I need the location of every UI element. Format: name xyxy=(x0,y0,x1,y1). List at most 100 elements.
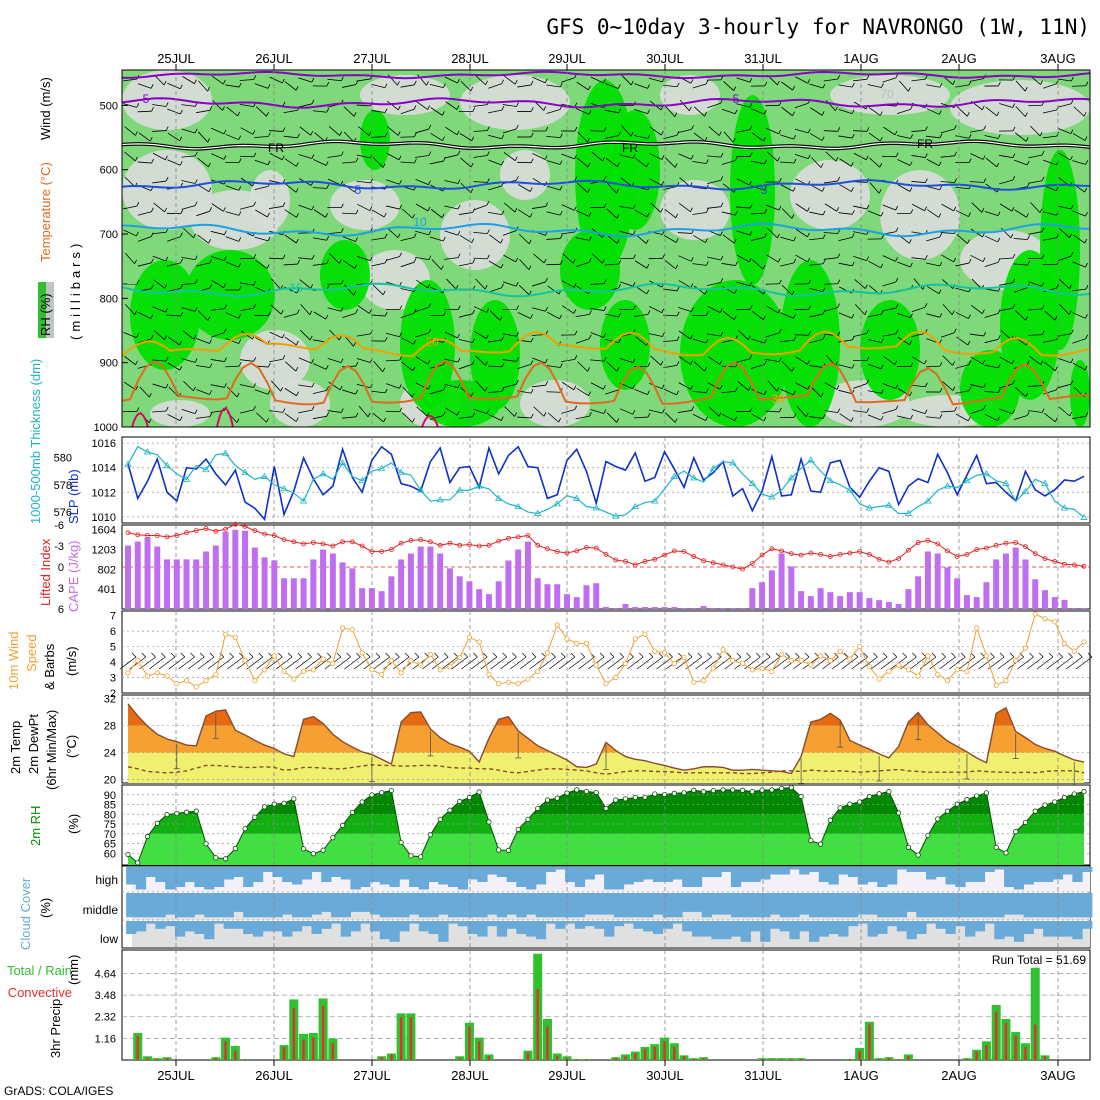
wind-barb-flag xyxy=(544,78,548,84)
dry-region xyxy=(122,150,212,230)
wind-barb xyxy=(736,129,751,133)
wind-barb-flag xyxy=(382,290,386,296)
wind-barb xyxy=(940,332,955,338)
rh-tick-label: 85 xyxy=(104,800,116,812)
wind-barb xyxy=(809,83,824,89)
wind-barb-flag xyxy=(864,310,868,315)
cloud-bar xyxy=(272,867,283,877)
thickness-marker xyxy=(299,497,308,504)
wind-barb xyxy=(181,128,196,134)
wind-barb xyxy=(1013,287,1028,293)
wind-barb-flag xyxy=(382,163,386,168)
wind-barb-flag xyxy=(224,230,227,235)
cloud-bar xyxy=(857,921,869,924)
surface-wind-barb-flag xyxy=(307,652,312,658)
wind-barb xyxy=(809,287,824,293)
wind-barb-flag xyxy=(705,208,709,213)
wind-barb-flag xyxy=(295,366,299,372)
contour-label: 5 xyxy=(761,183,768,197)
wind-speed-marker xyxy=(896,662,902,668)
wind-barb-flag xyxy=(355,309,359,314)
li-tick-label: -6 xyxy=(54,520,64,532)
wind-barb-flag xyxy=(355,361,359,367)
wind-barb xyxy=(1042,339,1057,343)
cloud-bar xyxy=(184,867,195,882)
wind-speed-marker xyxy=(437,667,443,673)
wind-barb-flag xyxy=(924,359,927,365)
wind-barb-flag xyxy=(880,415,884,421)
wind-barb xyxy=(999,282,1013,286)
wind-barb-flag xyxy=(910,209,914,214)
wind-barb-flag xyxy=(851,82,855,88)
wind-barb xyxy=(576,210,590,217)
cloud-bar xyxy=(243,893,254,918)
wind-barb-flag xyxy=(661,181,665,186)
wind-barb-flag xyxy=(705,416,709,421)
wind-barb-flag xyxy=(924,153,928,158)
wind-barb xyxy=(736,77,750,83)
wind-speed-marker xyxy=(164,673,170,679)
wind-barb xyxy=(344,335,354,347)
cloud-bar xyxy=(155,867,166,882)
wind-barb xyxy=(284,183,297,193)
wind-barb-flag xyxy=(850,417,854,422)
cape-bar xyxy=(876,600,883,609)
wind-barb xyxy=(708,126,720,136)
wind-barb-flag xyxy=(588,391,591,396)
wind-barb-flag xyxy=(618,108,622,114)
surface-wind-barb xyxy=(539,656,556,670)
wind-barb-flag xyxy=(193,233,196,238)
wind-barb xyxy=(517,364,531,369)
surface-wind-barb xyxy=(314,656,332,670)
surface-wind-barb xyxy=(929,656,946,670)
wind-barb-flag xyxy=(910,105,913,110)
surface-wind-barb xyxy=(558,656,576,670)
wind-barb-flag xyxy=(530,360,534,365)
wind-barb-flag xyxy=(924,382,928,387)
wind-barb xyxy=(328,381,341,391)
wind-barb-flag xyxy=(704,290,708,295)
wind-barb-flag xyxy=(895,205,899,211)
wind-barb xyxy=(137,83,152,89)
wind-barb-flag xyxy=(908,239,912,244)
lifted-index-marker xyxy=(954,554,960,559)
wind-barb-flag xyxy=(820,163,824,168)
wind-barb xyxy=(356,255,371,262)
cloud-bar xyxy=(506,867,517,882)
wind-barb-flag xyxy=(793,134,797,140)
moist-region xyxy=(960,350,1020,427)
wind-barb-flag xyxy=(282,101,286,107)
wind-barb xyxy=(181,205,196,210)
cloud-bar xyxy=(526,867,537,890)
wind-barb-flag xyxy=(282,127,286,132)
rh-marker xyxy=(935,816,941,822)
wind-barb xyxy=(736,178,750,186)
cape-bar xyxy=(1002,553,1009,609)
wind-barb xyxy=(664,157,676,168)
wind-barb-flag xyxy=(997,309,1001,314)
wind-barb-flag xyxy=(939,339,942,344)
cape-bar xyxy=(300,578,307,609)
wind-barb-flag xyxy=(881,338,884,343)
rh-marker xyxy=(847,801,853,807)
wind-barb xyxy=(182,330,195,340)
wind-barb xyxy=(663,314,678,317)
surface-wind-barb-flag xyxy=(248,652,254,658)
moist-region xyxy=(860,300,920,400)
wind-barb-flag xyxy=(441,265,444,270)
wind-barb xyxy=(358,405,369,418)
lifted-index-marker xyxy=(857,549,863,554)
wind-speed-marker xyxy=(1013,657,1019,664)
wind-barb-flag xyxy=(208,162,211,168)
wind-barb xyxy=(458,313,473,318)
wind-barb xyxy=(795,76,809,84)
wind-barb-flag xyxy=(778,328,782,334)
wind-barb-flag xyxy=(397,131,401,136)
wind-barb xyxy=(911,384,926,388)
wind-barb xyxy=(444,180,459,184)
cape-bar xyxy=(339,562,346,609)
precip-convective-bar xyxy=(634,1053,637,1060)
wind-barb xyxy=(402,386,413,398)
wind-barb xyxy=(268,130,284,132)
wind-barb xyxy=(181,180,196,184)
